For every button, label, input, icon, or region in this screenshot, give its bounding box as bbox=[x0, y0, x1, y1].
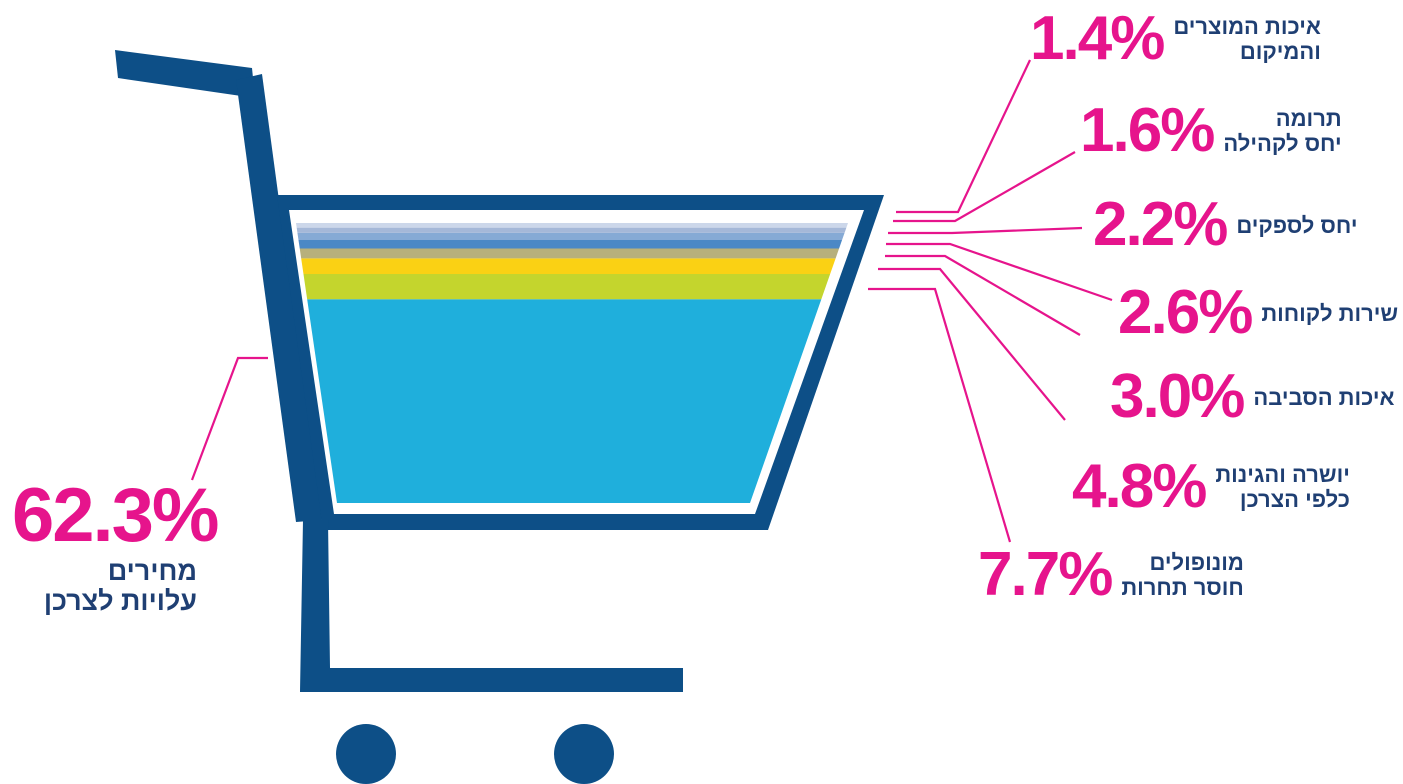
segment-label-product-quality: 1.4% איכות המוצרים והמיקום bbox=[1030, 8, 1321, 70]
segment-name-line: חוסר תחרות bbox=[1121, 575, 1244, 600]
leader-line bbox=[896, 59, 1031, 214]
segment-value: 4.8% bbox=[1072, 452, 1207, 521]
segment-value: 1.6% bbox=[1080, 96, 1215, 165]
segment-name: מונופולים חוסר תחרות bbox=[1121, 550, 1244, 600]
segment-bar bbox=[296, 227, 847, 233]
segment-name-line: עלויות לצרכן bbox=[43, 586, 197, 616]
segment-label-prices: 62.3% מחירים עלויות לצרכן bbox=[12, 473, 219, 617]
segment-name-line: איכות המוצרים bbox=[1173, 14, 1321, 39]
segment-name: יושרה והגינות כלפי הצרכן bbox=[1215, 462, 1350, 512]
segment-value: 2.6% bbox=[1118, 278, 1253, 347]
segment-bar bbox=[301, 258, 836, 275]
leader-line bbox=[885, 254, 1081, 336]
segment-label-monopolies: 7.7% מונופולים חוסר תחרות bbox=[978, 544, 1244, 606]
segment-name-line: והמיקום bbox=[1239, 39, 1321, 64]
segment-name-line: יחס לספקים bbox=[1236, 212, 1358, 238]
segment-name-line: תרומה bbox=[1275, 106, 1342, 131]
segment-value: 7.7% bbox=[978, 540, 1113, 609]
segment-bar bbox=[299, 248, 840, 259]
segment-name: שירות לקוחות bbox=[1261, 301, 1398, 326]
segment-value: 3.0% bbox=[1110, 362, 1245, 431]
leader-lines bbox=[190, 59, 1113, 543]
segment-name-line: יושרה והגינות bbox=[1215, 462, 1350, 487]
segment-name-line: שירות לקוחות bbox=[1261, 300, 1399, 326]
segment-bar bbox=[296, 223, 848, 228]
segment-name-line: מונופולים bbox=[1149, 550, 1244, 575]
segment-bar bbox=[297, 232, 845, 241]
segment-bar bbox=[307, 299, 822, 503]
segment-name: איכות המוצרים והמיקום bbox=[1173, 14, 1321, 64]
segment-name: מחירים עלויות לצרכן bbox=[12, 556, 197, 616]
segment-label-suppliers: 2.2% יחס לספקים bbox=[1093, 194, 1357, 256]
leader-line bbox=[888, 226, 1083, 235]
segment-label-community: 1.6% תרומה יחס לקהילה bbox=[1080, 100, 1342, 162]
segment-bar bbox=[298, 240, 843, 249]
segment-value: 2.2% bbox=[1093, 190, 1228, 259]
segment-bar bbox=[303, 274, 831, 300]
segment-label-fairness: 4.8% יושרה והגינות כלפי הצרכן bbox=[1072, 456, 1350, 518]
segment-name-line: איכות הסביבה bbox=[1253, 384, 1395, 410]
cart-handle-arm bbox=[236, 74, 322, 522]
segment-name-line: כלפי הצרכן bbox=[1239, 487, 1350, 512]
cart-wheel-right bbox=[554, 724, 614, 784]
cart-segments bbox=[296, 223, 848, 503]
leader-line bbox=[893, 151, 1076, 223]
leader-line bbox=[190, 356, 268, 481]
segment-name-line: מחירים bbox=[107, 556, 197, 586]
segment-name-line: יחס לקהילה bbox=[1223, 131, 1342, 156]
segment-name: יחס לספקים bbox=[1236, 213, 1357, 238]
cart-handle bbox=[115, 50, 255, 98]
segment-value: 1.4% bbox=[1030, 4, 1165, 73]
segment-label-customer-service: 2.6% שירות לקוחות bbox=[1118, 282, 1398, 344]
cart-wheel-left bbox=[336, 724, 396, 784]
leader-line bbox=[878, 267, 1066, 421]
segment-name: תרומה יחס לקהילה bbox=[1223, 106, 1341, 156]
leader-line bbox=[868, 287, 1012, 543]
cart-lower-frame bbox=[300, 520, 683, 692]
segment-value: 62.3% bbox=[12, 473, 219, 558]
segment-label-environment: 3.0% איכות הסביבה bbox=[1110, 366, 1395, 428]
leader-line bbox=[886, 242, 1113, 302]
segment-name: איכות הסביבה bbox=[1253, 385, 1394, 410]
